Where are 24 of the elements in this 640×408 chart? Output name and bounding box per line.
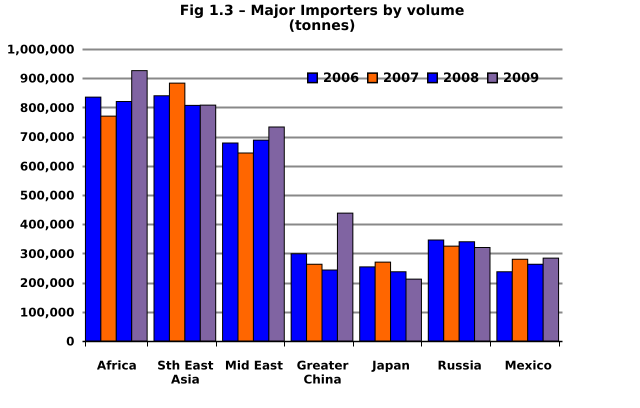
x-tick-label: Greater China (296, 358, 348, 386)
legend-label: 2009 (503, 70, 540, 86)
y-tick-label: 200,000 (20, 276, 74, 290)
y-tick-label: 1,000,000 (6, 42, 74, 56)
y-tick-label: 700,000 (20, 130, 74, 144)
y-tick-label: 0 (66, 334, 74, 348)
legend-label: 2006 (323, 70, 360, 86)
legend-label: 2007 (383, 70, 420, 86)
chart-title: Fig 1.3 – Major Importers by volume (180, 3, 464, 19)
x-tick-label: Mid East (224, 358, 284, 372)
y-tick-label: 100,000 (20, 305, 74, 320)
x-tick-label: Africa (96, 358, 137, 372)
y-tick-label: 600,000 (20, 159, 74, 174)
chart-subtitle: (tonnes) (288, 18, 356, 34)
x-tick-label: Sth East Asia (157, 358, 214, 386)
y-tick-label: 400,000 (20, 218, 74, 232)
x-tick-label: Japan (371, 358, 410, 372)
y-tick-label: 300,000 (20, 246, 74, 261)
y-tick-label: 500,000 (20, 188, 74, 202)
x-tick-label: Mexico (504, 358, 552, 372)
y-tick-label: 900,000 (20, 72, 74, 86)
legend-label: 2008 (443, 70, 480, 86)
x-tick-label: Russia (438, 358, 482, 372)
y-tick-label: 800,000 (20, 100, 74, 115)
